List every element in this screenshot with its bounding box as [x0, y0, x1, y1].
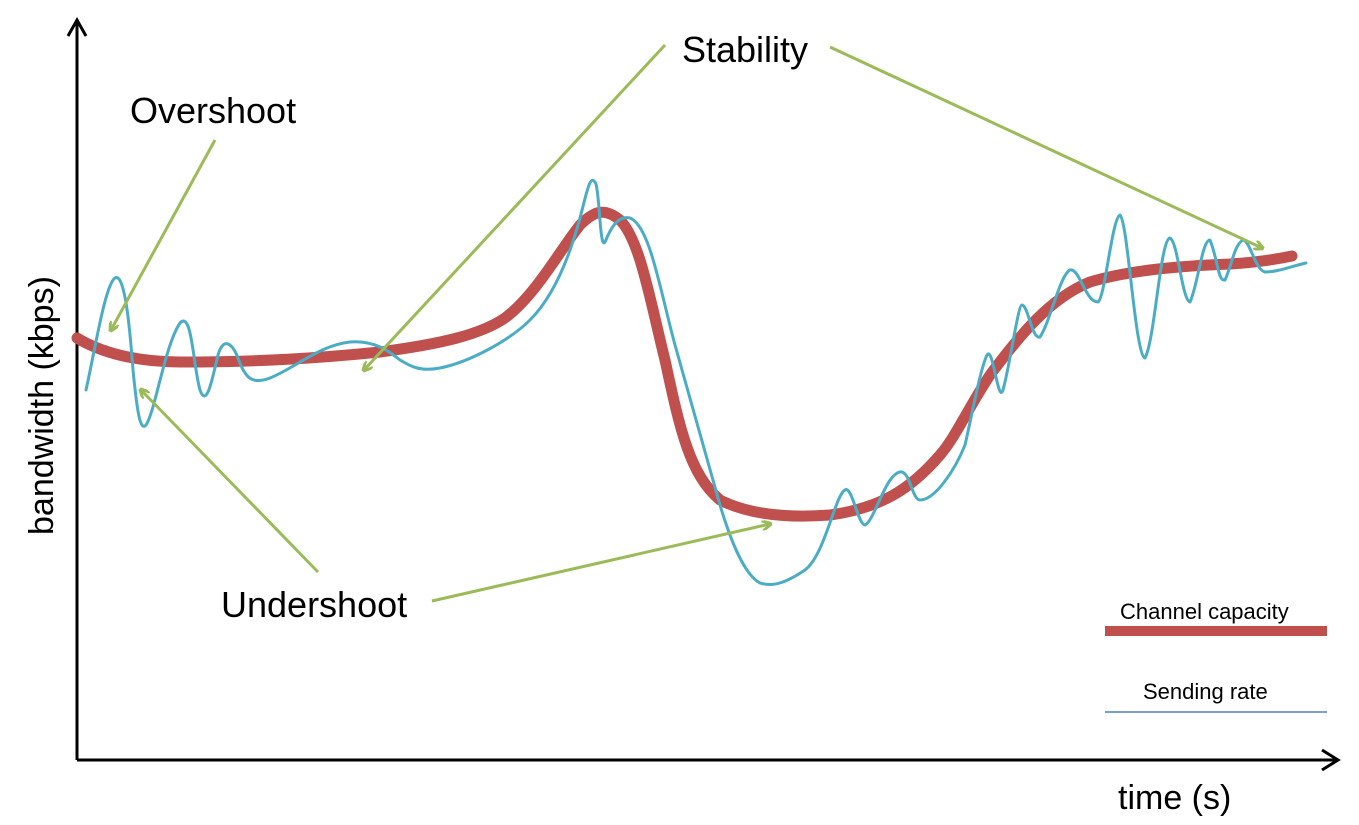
x-axis-arrowhead	[1321, 748, 1341, 772]
annotation-arrows	[111, 43, 1262, 603]
overshoot-arrow	[111, 139, 217, 330]
x-axis-label: time (s)	[1118, 779, 1231, 817]
y-axis-label: bandwidth (kbps)	[23, 276, 61, 535]
stability-arrow-right	[829, 45, 1262, 248]
undershoot-arrow-right	[431, 524, 770, 603]
legend-channel-capacity-label: Channel capacity	[1120, 599, 1289, 624]
legend: Channel capacity Sending rate	[1105, 599, 1327, 713]
undershoot-label: Undershoot	[221, 584, 407, 625]
sending-rate-curve	[84, 179, 1308, 586]
legend-sending-rate-label: Sending rate	[1143, 679, 1268, 704]
stability-arrow-left	[364, 43, 667, 370]
axes	[66, 16, 1341, 772]
undershoot-arrow-left	[141, 390, 320, 574]
stability-label: Stability	[682, 29, 808, 70]
overshoot-label: Overshoot	[130, 90, 296, 131]
y-axis-arrowhead	[66, 16, 88, 37]
